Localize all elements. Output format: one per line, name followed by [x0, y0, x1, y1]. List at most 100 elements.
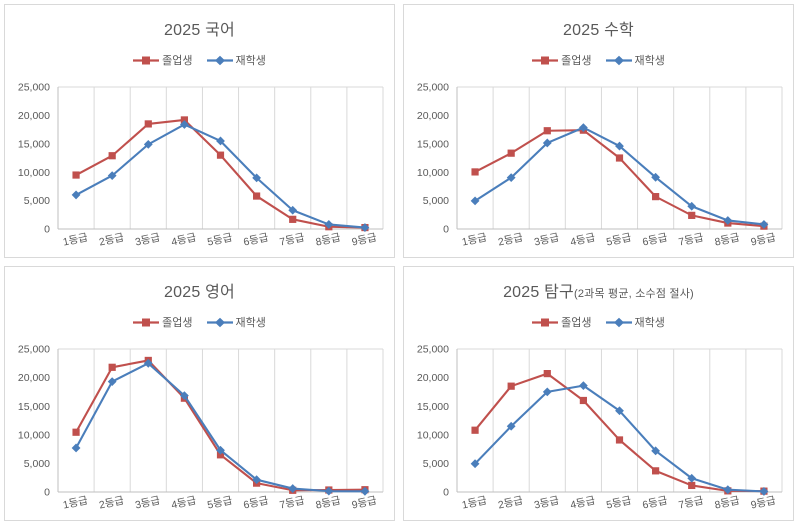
series-data-point — [72, 171, 80, 179]
series-data-point — [252, 173, 262, 183]
chart-plot-inquiry: 25,000 20,000 15,000 10,000 5,000 0 1등급 2등급 3등급 4… — [417, 344, 783, 512]
legend-label-student: 재학생 — [235, 317, 266, 329]
series-data-point — [470, 459, 480, 469]
legend-marker-square-icon — [133, 56, 160, 64]
y-axis-tick-label: 15,000 — [417, 401, 449, 413]
chart-title-text: 2025 탐구 — [503, 284, 574, 301]
series-data-point — [542, 387, 552, 397]
x-axis-tick-label: 5등급 — [206, 495, 233, 512]
legend-marker-square-icon — [532, 318, 559, 326]
y-axis-tick-label: 25,000 — [18, 82, 50, 94]
chart-plot-english: 25,000 20,000 15,000 10,000 5,000 0 1등급 2등급 3등급 4… — [18, 344, 384, 512]
legend-item-student[interactable]: 재학생 — [206, 52, 266, 68]
y-axis-tick-label: 25,000 — [417, 344, 449, 356]
series-data-point — [543, 127, 551, 135]
x-axis-tick-label: 8등급 — [315, 495, 342, 512]
series-data-point — [651, 446, 661, 456]
series-data-point — [252, 475, 262, 485]
y-axis-tick-label: 25,000 — [18, 344, 50, 356]
series-data-point — [506, 421, 516, 431]
series-data-point — [615, 154, 624, 162]
series-line — [75, 118, 366, 229]
series-data-point — [216, 451, 225, 459]
legend-label-student: 재학생 — [634, 317, 665, 329]
x-axis-tick-label: 3등급 — [533, 232, 560, 249]
x-axis-tick-label: 7등급 — [279, 232, 306, 249]
series-data-point — [107, 171, 117, 181]
y-axis-tick-label: 15,000 — [18, 138, 50, 150]
legend-item-student[interactable]: 재학생 — [206, 314, 266, 330]
y-axis-tick-label: 5,000 — [24, 458, 50, 470]
chart-panel-korean: 2025 국어 졸업생 재학생 25,000 20,000 15,000 10,000… — [4, 4, 395, 258]
y-axis-tick-label: 20,000 — [18, 372, 50, 384]
series-data-point — [578, 381, 588, 391]
series-data-point — [289, 215, 297, 223]
legend-item-student[interactable]: 재학생 — [605, 52, 665, 68]
series-data-point — [216, 136, 225, 146]
series-data-point — [72, 428, 80, 436]
legend-marker-diamond-icon — [605, 317, 632, 327]
series-data-point — [615, 406, 624, 416]
y-axis-tick-label: 10,000 — [417, 167, 449, 179]
series-data-point — [652, 467, 660, 475]
y-axis-tick-label: 25,000 — [417, 82, 449, 94]
x-axis-tick-label: 1등급 — [62, 495, 89, 512]
legend-item-graduate[interactable]: 졸업생 — [532, 52, 592, 68]
legend-label-graduate: 졸업생 — [561, 55, 592, 67]
x-axis-tick-label: 4등급 — [569, 232, 596, 249]
x-axis-tick-label: 6등급 — [641, 232, 668, 249]
x-axis-tick-label: 4등급 — [569, 495, 596, 512]
legend-item-graduate[interactable]: 졸업생 — [133, 52, 193, 68]
y-axis-tick-label: 10,000 — [18, 429, 50, 441]
x-axis-tick-label: 8등급 — [315, 232, 342, 249]
legend-item-graduate[interactable]: 졸업생 — [133, 314, 193, 330]
legend-marker-diamond-icon — [206, 317, 233, 327]
legend-item-student[interactable]: 재학생 — [605, 314, 665, 330]
y-axis-tick-label: 0 — [443, 224, 449, 236]
x-axis-tick-label: 7등급 — [279, 495, 306, 512]
series-data-point — [179, 391, 189, 401]
y-axis-tick-label: 10,000 — [18, 167, 50, 179]
x-axis-tick-label: 6등급 — [242, 232, 269, 249]
legend-marker-diamond-icon — [206, 55, 233, 65]
x-axis-tick-label: 2등급 — [497, 495, 524, 512]
series-data-point — [723, 216, 733, 225]
series-data-point — [71, 190, 81, 200]
chart-panel-inquiry: 2025 탐구(2과목 평균, 소수점 절사) 졸업생 재학생 25,000 20… — [403, 266, 794, 521]
series-data-point — [360, 223, 370, 232]
series-data-point — [107, 377, 117, 386]
x-axis-tick-label: 9등급 — [750, 232, 777, 249]
y-axis-tick-label: 5,000 — [423, 195, 449, 207]
y-axis-tick-label: 20,000 — [417, 110, 449, 122]
series-data-point — [144, 120, 152, 128]
chart-title-math: 2025 수학 — [404, 16, 793, 40]
series-data-point — [324, 220, 334, 229]
series-line — [75, 359, 366, 492]
series-data-point — [143, 139, 153, 149]
series-data-point — [723, 485, 733, 495]
series-data-point — [688, 211, 696, 219]
y-axis-tick-label: 0 — [44, 224, 50, 236]
legend-label-graduate: 졸업생 — [162, 55, 193, 67]
series-data-point — [324, 486, 334, 496]
y-axis-tick-label: 5,000 — [24, 195, 50, 207]
y-axis-tick-label: 0 — [44, 487, 50, 499]
series-data-point — [108, 152, 116, 160]
chart-panel-english: 2025 영어 졸업생 재학생 25,000 20,000 15,000 10,000… — [4, 266, 395, 521]
x-axis-tick-label: 3등급 — [134, 495, 161, 512]
series-data-point — [179, 120, 189, 129]
legend-marker-diamond-icon — [605, 55, 632, 65]
x-axis-tick-label: 2등급 — [98, 232, 125, 249]
x-axis-tick-label: 5등급 — [605, 495, 632, 512]
series-data-point — [579, 396, 587, 405]
x-axis-tick-label: 1등급 — [461, 232, 488, 249]
y-axis-tick-label: 15,000 — [417, 138, 449, 150]
legend-item-graduate[interactable]: 졸업생 — [532, 314, 592, 330]
series-line — [75, 362, 366, 493]
series-data-point — [471, 168, 479, 176]
chart-legend-english: 졸업생 재학생 — [5, 314, 394, 330]
x-axis-tick-label: 2등급 — [98, 495, 125, 512]
series-data-point — [143, 358, 153, 368]
chart-legend-math: 졸업생 재학생 — [404, 52, 793, 68]
